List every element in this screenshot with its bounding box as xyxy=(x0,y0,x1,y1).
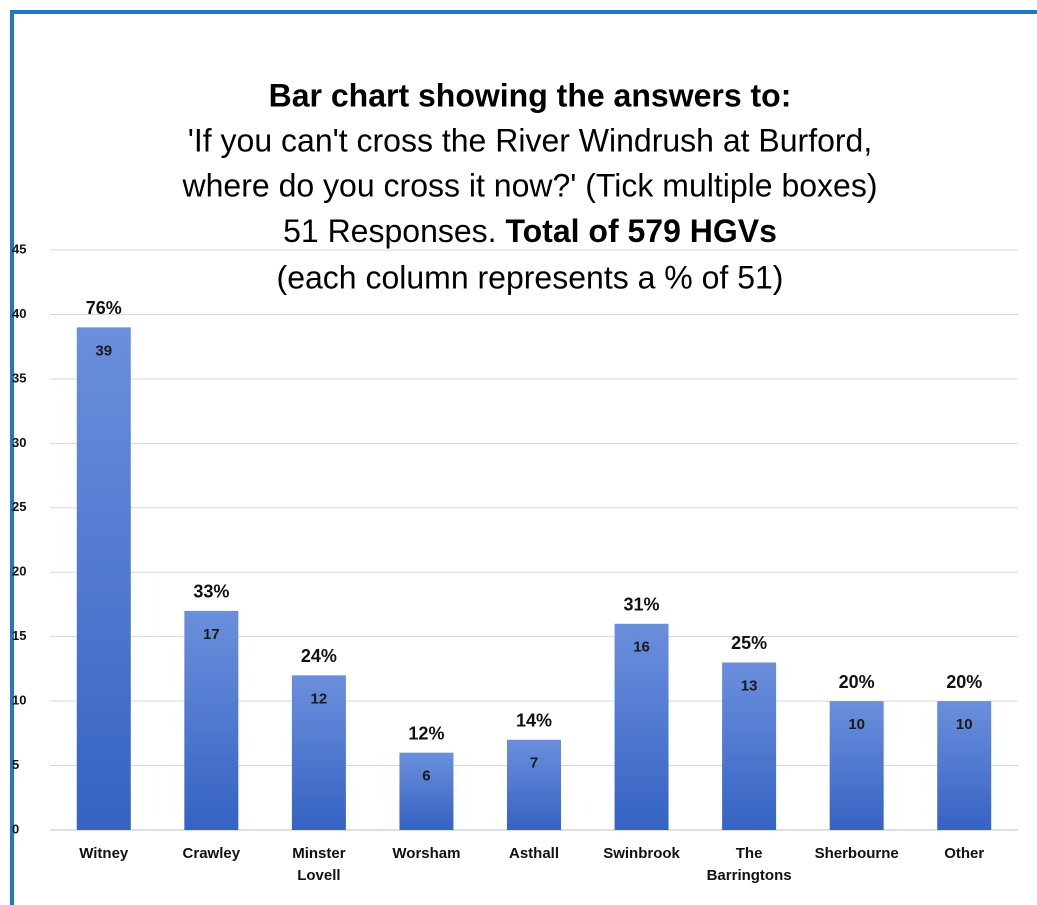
x-tick-label: Swinbrook xyxy=(603,845,680,862)
x-tick-label: Witney xyxy=(79,845,129,862)
x-tick-label: Other xyxy=(944,845,985,862)
bar xyxy=(614,623,669,830)
bar xyxy=(184,610,239,830)
frame-left xyxy=(10,10,14,905)
percent-label: 24% xyxy=(301,646,337,666)
y-tick-label: 25 xyxy=(12,499,26,514)
title-responses: 51 Responses. xyxy=(283,213,496,249)
y-tick-label: 0 xyxy=(12,821,19,836)
value-label: 12 xyxy=(311,690,328,707)
bar xyxy=(829,701,884,830)
bar xyxy=(76,327,131,830)
value-label: 13 xyxy=(741,677,758,694)
x-tick-label: Minster Lovell xyxy=(292,845,346,884)
y-tick-label: 10 xyxy=(12,693,26,708)
title-line: 51 Responses. Total of 579 HGVs xyxy=(283,213,777,249)
frame-top xyxy=(10,10,1037,14)
x-tick-label: Sherbourne xyxy=(814,845,899,862)
bar xyxy=(507,739,561,830)
title-line: where do you cross it now?' (Tick multip… xyxy=(182,167,878,203)
percent-label: 20% xyxy=(839,672,875,692)
x-tick-label: The Barringtons xyxy=(706,845,792,884)
value-label: 39 xyxy=(95,342,112,359)
title-total: Total of 579 HGVs xyxy=(505,213,776,249)
bar xyxy=(291,675,346,830)
y-tick-label: 5 xyxy=(12,757,19,772)
title: Bar chart showing the answers to: 'If yo… xyxy=(182,77,878,295)
y-tick-label: 30 xyxy=(12,435,26,450)
bar xyxy=(399,752,454,830)
title-note: (each column represents a % of 51) xyxy=(277,259,784,295)
value-label: 10 xyxy=(848,716,865,733)
percent-label: 31% xyxy=(624,595,660,615)
percent-label: 25% xyxy=(731,633,767,653)
value-label: 7 xyxy=(530,755,538,772)
bar xyxy=(937,701,992,830)
percent-label: 12% xyxy=(408,723,444,743)
value-label: 16 xyxy=(633,639,650,656)
y-tick-label: 35 xyxy=(12,370,26,385)
title-heading: Bar chart showing the answers to: xyxy=(269,77,792,113)
percent-label: 14% xyxy=(516,711,552,731)
y-tick-label: 20 xyxy=(12,564,26,579)
x-tick-label: Worsham xyxy=(392,845,461,862)
title-line: 'If you can't cross the River Windrush a… xyxy=(188,122,872,158)
y-tick-label: 45 xyxy=(12,241,26,256)
y-tick-label: 15 xyxy=(12,628,26,643)
value-label: 6 xyxy=(422,768,430,785)
x-tick-label: Asthall xyxy=(508,845,559,862)
percent-label: 20% xyxy=(946,672,982,692)
percent-label: 76% xyxy=(86,298,122,318)
bar xyxy=(722,662,777,830)
value-label: 17 xyxy=(203,626,220,643)
y-tick-label: 40 xyxy=(12,306,26,321)
percent-label: 33% xyxy=(193,582,229,602)
value-label: 10 xyxy=(956,716,973,733)
x-tick-label: Crawley xyxy=(182,845,241,862)
